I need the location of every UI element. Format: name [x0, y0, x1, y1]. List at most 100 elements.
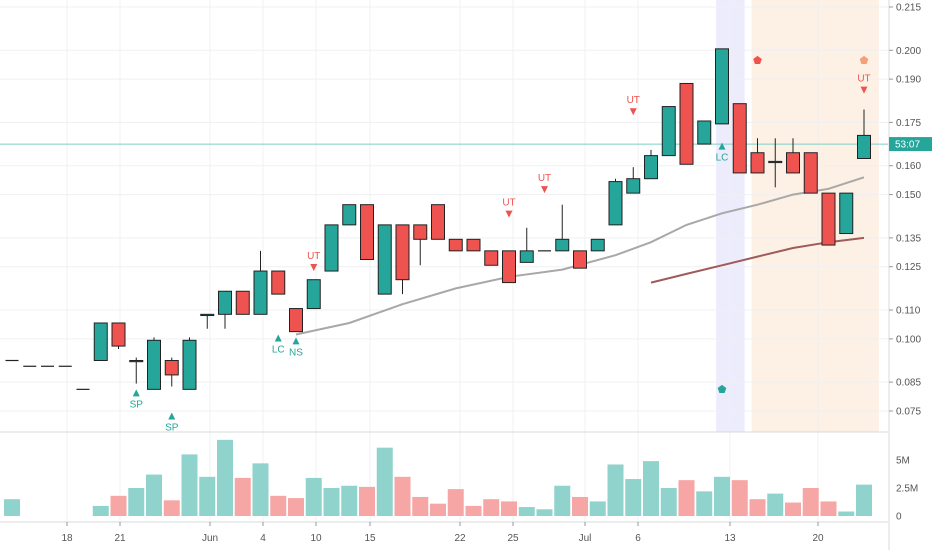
axes[interactable]: 0.215 0.200 0.190 0.175 0.160 0.150 0.135 0.125…	[61, 0, 932, 550]
volume-bar	[4, 499, 20, 516]
volume-bar	[714, 476, 730, 516]
volume-bar	[554, 485, 571, 516]
signal-down-arrow	[310, 264, 318, 272]
candle	[253, 250, 268, 315]
time-tick-label[interactable]: 25	[507, 533, 519, 544]
candle	[821, 192, 836, 246]
volume-bar	[536, 509, 553, 516]
volume-bar	[146, 474, 162, 516]
candle-body	[431, 204, 445, 240]
volume-bar	[483, 499, 500, 516]
candle-body	[679, 82, 694, 165]
volume-bar	[234, 477, 251, 516]
price-tick-label: 0.200	[896, 46, 921, 57]
signal-down-arrow	[541, 186, 548, 194]
volume-bar	[110, 495, 127, 516]
candle-body	[573, 250, 587, 269]
volume-bar	[128, 488, 145, 516]
candle	[573, 250, 587, 269]
volume-bar	[643, 461, 659, 516]
volume-bar	[305, 477, 322, 516]
volume-bars	[4, 439, 872, 516]
price-tick-label: 0.100	[896, 334, 921, 345]
volume-bar	[625, 479, 642, 516]
candle	[306, 279, 321, 310]
time-tick-label[interactable]: 10	[310, 533, 322, 544]
signal-label: UT	[857, 74, 870, 85]
candle	[608, 178, 623, 226]
candle	[466, 238, 481, 252]
volume-tick-label: 2.5M	[896, 484, 918, 495]
volume-bar	[856, 484, 872, 516]
candle-body	[750, 152, 765, 174]
signal-label: UT	[502, 198, 515, 209]
candle-body	[626, 178, 641, 194]
candle	[857, 109, 871, 160]
volume-bar	[660, 488, 677, 516]
candle-body	[732, 103, 747, 174]
signal-pentagon-icon	[859, 55, 869, 64]
volume-bar	[785, 502, 801, 516]
candle-body	[697, 120, 712, 145]
time-tick-label[interactable]: Jun	[202, 533, 218, 544]
grid-lines	[0, 0, 888, 523]
signal-up-arrow	[718, 142, 726, 150]
candle-body	[803, 152, 818, 194]
candle-body	[200, 313, 215, 317]
time-tick-label[interactable]: 6	[635, 533, 641, 544]
candle-body	[466, 238, 481, 252]
candle-body	[289, 308, 303, 333]
time-tick-label[interactable]: Jul	[579, 533, 592, 544]
signal-pentagon-icon	[717, 384, 727, 393]
time-tick-label[interactable]: 4	[260, 533, 266, 544]
time-tick-label[interactable]: 21	[114, 533, 126, 544]
candle-body	[182, 339, 197, 390]
candle	[768, 138, 783, 188]
volume-bar	[838, 511, 855, 516]
volume-bar	[163, 500, 180, 516]
price-axis-background	[889, 0, 932, 550]
time-tick-label[interactable]: 15	[364, 533, 376, 544]
time-tick-label[interactable]: 13	[724, 533, 736, 544]
candle	[164, 357, 179, 387]
candle	[484, 250, 499, 266]
time-tick-label[interactable]: 20	[812, 533, 824, 544]
candle	[413, 224, 428, 266]
volume-bar	[731, 480, 748, 516]
candle-body	[502, 250, 516, 284]
candle-body	[413, 224, 428, 240]
candle	[679, 82, 694, 165]
volume-bar	[341, 485, 358, 516]
signal-up-arrow	[274, 334, 282, 342]
candle-body	[821, 192, 836, 246]
candle	[732, 103, 747, 174]
candle-body	[608, 181, 623, 226]
candle-body	[448, 238, 463, 252]
candle	[147, 337, 161, 390]
volume-bar	[607, 464, 624, 516]
signal-label: UT	[538, 173, 551, 184]
candle-body	[129, 360, 144, 363]
volume-bar	[199, 476, 216, 516]
candle-body	[164, 360, 179, 376]
signal-label: LC	[716, 153, 729, 164]
candle	[289, 308, 303, 333]
candle	[519, 227, 534, 263]
candle-body	[324, 224, 339, 272]
volume-bar	[767, 493, 784, 516]
moving-average-fast	[295, 176, 865, 336]
candle	[803, 152, 818, 194]
volume-bar	[92, 505, 109, 516]
volume-bar	[359, 486, 375, 516]
candle-body	[271, 270, 286, 295]
candle-body	[342, 204, 357, 226]
time-tick-label[interactable]: 18	[61, 533, 73, 544]
volume-bar	[678, 480, 695, 516]
signal-label: SP	[130, 399, 144, 410]
candle-body	[395, 224, 410, 281]
time-tick-label[interactable]: 22	[454, 533, 466, 544]
candle	[342, 204, 357, 226]
volume-bar	[802, 488, 819, 516]
volume-bar	[217, 439, 233, 516]
